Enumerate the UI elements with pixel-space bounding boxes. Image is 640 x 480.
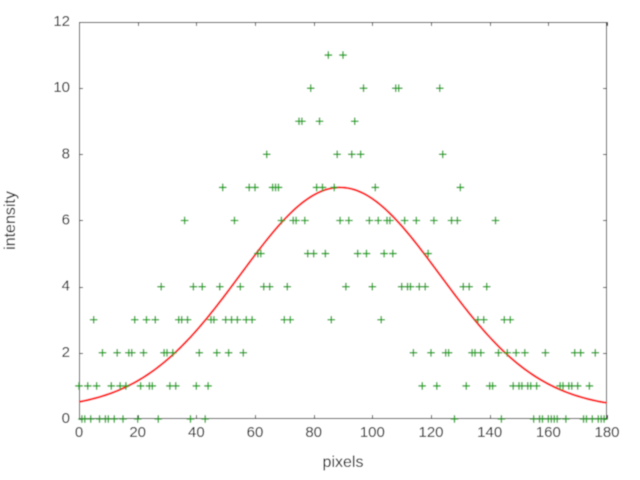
svg-text:pixels: pixels <box>323 454 364 471</box>
svg-text:4: 4 <box>62 278 70 295</box>
svg-text:2: 2 <box>62 344 70 361</box>
svg-text:120: 120 <box>418 424 443 441</box>
svg-text:100: 100 <box>360 424 385 441</box>
svg-text:20: 20 <box>129 424 146 441</box>
svg-text:160: 160 <box>536 424 561 441</box>
svg-text:80: 80 <box>305 424 322 441</box>
svg-text:0: 0 <box>75 424 83 441</box>
svg-text:0: 0 <box>62 410 70 427</box>
svg-text:180: 180 <box>594 424 619 441</box>
svg-text:140: 140 <box>477 424 502 441</box>
svg-text:12: 12 <box>53 13 70 30</box>
svg-text:60: 60 <box>247 424 264 441</box>
svg-text:8: 8 <box>62 145 70 162</box>
svg-text:intensity: intensity <box>2 191 19 250</box>
svg-text:40: 40 <box>188 424 205 441</box>
svg-text:10: 10 <box>53 79 70 96</box>
svg-text:6: 6 <box>62 212 70 229</box>
